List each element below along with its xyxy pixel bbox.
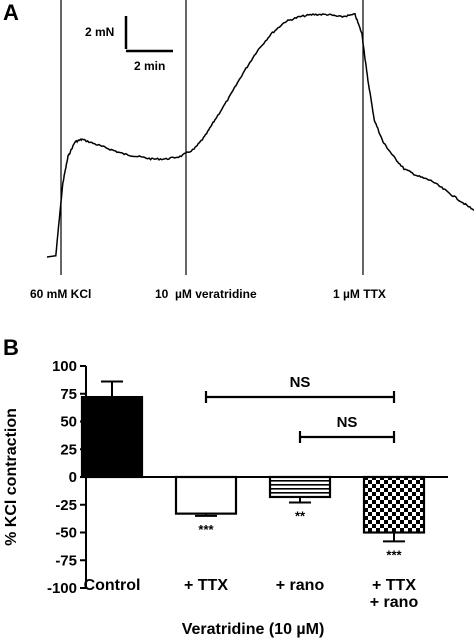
event-label-veratridine: 10 µM veratridine xyxy=(155,287,257,301)
panel-b-letter: B xyxy=(3,335,19,360)
y-tick-label: 100 xyxy=(52,358,77,375)
category-label-4: + TTX + rano xyxy=(370,577,419,611)
y-ticks: 100 75 50 25 0 -25 -50 -75 -100 xyxy=(47,358,86,597)
significance-mark-4: *** xyxy=(386,547,402,562)
event-label-ttx: 1 µM TTX xyxy=(333,287,386,301)
bar-2 xyxy=(174,475,238,515)
category-label-1: Control xyxy=(84,577,141,594)
scale-time-label: 2 min xyxy=(134,59,165,73)
significance-mark-3: ** xyxy=(295,509,306,524)
panel-b: B 100 75 50 25 0 -25 -50 -75 -100 % KCl contract… xyxy=(3,335,448,638)
event-label-kcl: 60 mM KCl xyxy=(30,287,91,301)
bar-4 xyxy=(362,475,426,534)
x-axis-title: Veratridine (10 µM) xyxy=(182,621,325,638)
significance-brackets: NS NS xyxy=(204,374,396,443)
y-tick-label: -75 xyxy=(55,552,77,569)
y-tick-label: -50 xyxy=(55,525,77,542)
comparison-label-2: NS xyxy=(337,414,358,431)
y-tick-label: 50 xyxy=(60,414,77,431)
panel-a-letter: A xyxy=(3,0,19,25)
bar-3 xyxy=(268,475,332,499)
category-label-2: + TTX xyxy=(184,577,228,594)
scale-force-label: 2 mN xyxy=(85,25,114,39)
bar-1 xyxy=(80,395,144,479)
category-label-3: + rano xyxy=(276,577,325,594)
y-tick-label: 25 xyxy=(60,441,77,458)
significance-mark-2: *** xyxy=(198,522,214,537)
y-tick-label: -25 xyxy=(55,497,77,514)
y-tick-label: 0 xyxy=(69,469,77,486)
y-axis-title: % KCl contraction xyxy=(3,408,20,546)
category-labels: Control + TTX + rano + TTX + rano xyxy=(84,577,419,611)
panel-a: A 2 mN 2 min 60 mM KCl 10 µM veratridine… xyxy=(3,0,474,301)
comparison-label-1: NS xyxy=(290,374,311,391)
y-tick-label: 75 xyxy=(60,386,77,403)
y-tick-label: -100 xyxy=(47,580,77,597)
bars: ******** xyxy=(80,380,426,562)
contraction-trace xyxy=(46,13,474,258)
